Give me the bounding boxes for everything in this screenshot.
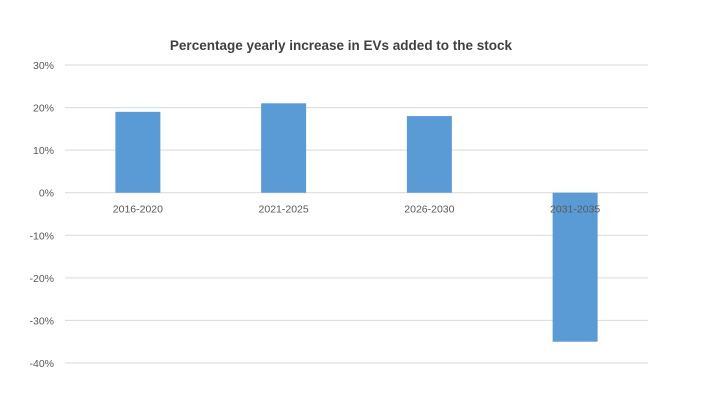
bar-2021-2025: [261, 103, 307, 193]
y-tick-label: -40%: [29, 358, 54, 370]
x-tick-label: 2016-2020: [113, 204, 163, 216]
bar-2026-2030: [406, 116, 452, 193]
y-tick-label: -10%: [29, 230, 54, 242]
bar-2031-2035: [552, 192, 598, 342]
bars: [115, 103, 598, 342]
y-axis-tick-labels: 30% 20% 10% 0% -10% -20% -30% -40%: [29, 60, 54, 370]
y-tick-label: -20%: [29, 273, 54, 285]
y-tick-label: 30%: [33, 60, 54, 72]
x-tick-label: 2026-2030: [404, 204, 454, 216]
y-tick-label: -30%: [29, 315, 54, 327]
bar-2016-2020: [115, 111, 161, 193]
x-tick-label: 2021-2025: [259, 204, 309, 216]
y-tick-label: 10%: [33, 145, 54, 157]
x-axis-tick-labels: 2016-2020 2021-2025 2026-2030 2031-2035: [113, 204, 601, 216]
chart-title: Percentage yearly increase in EVs added …: [170, 38, 513, 53]
gridlines: [65, 64, 648, 364]
y-tick-label: 0%: [39, 188, 54, 200]
x-tick-label: 2031-2035: [550, 204, 600, 216]
y-tick-label: 20%: [33, 103, 54, 115]
